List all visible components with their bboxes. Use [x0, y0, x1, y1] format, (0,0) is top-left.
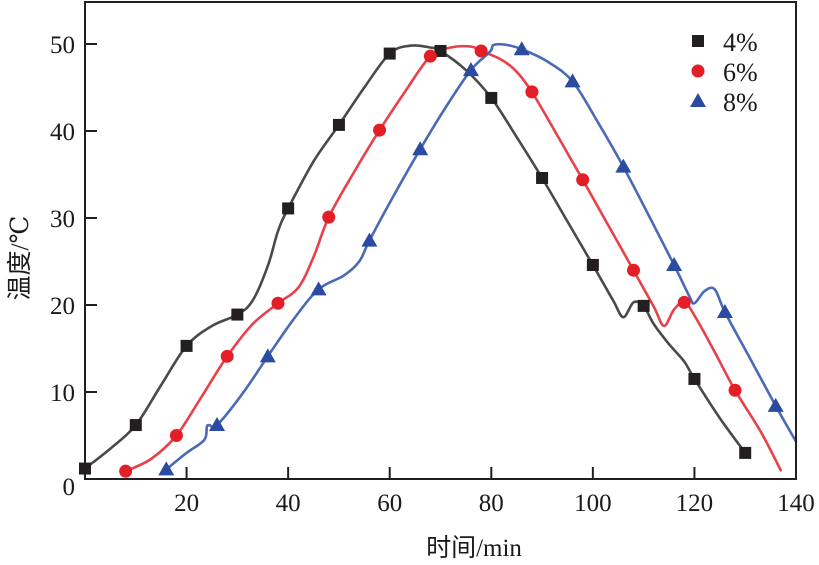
data-point-6pct [474, 44, 488, 58]
legend-label: 6% [723, 58, 758, 87]
legend-marker-6pct [691, 64, 705, 78]
data-point-6pct [525, 85, 539, 99]
data-point-4pct [586, 258, 599, 271]
data-point-6pct [169, 429, 183, 442]
data-point-4pct [129, 419, 142, 432]
x-tick-label: 40 [276, 490, 301, 517]
data-point-4pct [282, 202, 295, 215]
data-point-8pct [716, 303, 733, 318]
data-point-6pct [576, 173, 590, 187]
legend-marker-8pct [690, 93, 706, 107]
data-point-4pct [637, 299, 650, 312]
data-point-6pct [220, 349, 234, 363]
data-point-8pct [361, 232, 378, 247]
series-markers [79, 41, 784, 478]
data-point-4pct [383, 47, 396, 60]
data-point-8pct [462, 62, 479, 77]
data-point-8pct [767, 397, 784, 412]
x-tick-label: 100 [574, 490, 612, 517]
data-point-4pct [332, 118, 345, 131]
data-point-6pct [271, 296, 285, 310]
x-tick-label: 60 [377, 490, 402, 517]
y-tick-label: 20 [50, 293, 75, 320]
data-point-8pct [209, 417, 226, 432]
data-point-6pct [728, 383, 742, 397]
series-line-8pct [164, 42, 798, 471]
data-point-8pct [564, 73, 581, 88]
data-point-8pct [513, 41, 530, 56]
data-point-8pct [615, 158, 632, 173]
y-tick-label: 0 [63, 474, 76, 501]
legend-label: 4% [723, 28, 758, 57]
data-point-4pct [434, 44, 447, 57]
series-line-4pct [83, 44, 747, 470]
x-tick-label: 20 [174, 490, 199, 517]
y-tick-label: 10 [50, 380, 75, 407]
x-tick-label: 120 [676, 490, 714, 517]
data-point-8pct [310, 281, 327, 296]
x-tick-label: 80 [479, 490, 504, 517]
y-axis-title: 温度/℃ [6, 216, 34, 301]
data-point-4pct [485, 91, 498, 104]
legend-marker-4pct [692, 35, 704, 47]
data-point-6pct [423, 49, 437, 63]
data-point-8pct [259, 348, 276, 363]
data-point-4pct [231, 308, 244, 321]
data-point-8pct [158, 461, 175, 476]
data-point-4pct [536, 171, 549, 184]
data-point-6pct [119, 464, 133, 478]
data-point-4pct [739, 446, 752, 459]
data-point-8pct [666, 256, 683, 271]
data-point-4pct [180, 339, 193, 352]
data-point-6pct [626, 263, 640, 277]
y-tick-label: 30 [50, 206, 75, 233]
plot-frame [84, 1, 797, 480]
y-tick-label: 50 [50, 32, 75, 59]
y-axis-ticks: 0 10 20 30 40 50 [50, 32, 97, 501]
legend: 4%6%8% [690, 28, 758, 117]
series-curves [83, 42, 798, 473]
x-tick-label: 140 [777, 490, 815, 517]
data-point-6pct [322, 210, 336, 224]
series-line-6pct [124, 44, 783, 473]
data-point-6pct [677, 295, 691, 309]
legend-label: 8% [723, 88, 758, 117]
x-axis-title: 时间/min [426, 534, 522, 562]
data-point-6pct [373, 123, 387, 137]
x-axis-ticks: 20 40 60 80 100 120 140 [174, 467, 815, 517]
data-point-8pct [412, 141, 429, 156]
y-tick-label: 40 [50, 119, 75, 146]
data-point-4pct [688, 372, 701, 385]
